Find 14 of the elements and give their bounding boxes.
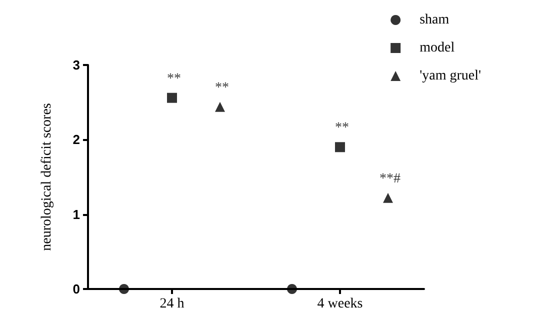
y-axis-title: neurological deficit scores	[40, 103, 54, 251]
y-tick-label: 0	[72, 282, 80, 296]
data-label: **#	[380, 171, 400, 186]
x-tick-label: 4 weeks	[317, 296, 363, 312]
data-label: **	[335, 120, 349, 136]
legend-label: model	[420, 40, 455, 56]
y-tick-label: 2	[72, 132, 80, 148]
legend-label: 'yam gruel'	[420, 68, 482, 84]
x-tick-label: 24 h	[160, 296, 184, 312]
data-label: **	[215, 80, 229, 96]
data-label: **	[167, 71, 181, 86]
y-tick-label: 3	[72, 58, 80, 72]
legend-label: sham	[420, 12, 450, 28]
y-tick-label: 1	[72, 206, 80, 222]
